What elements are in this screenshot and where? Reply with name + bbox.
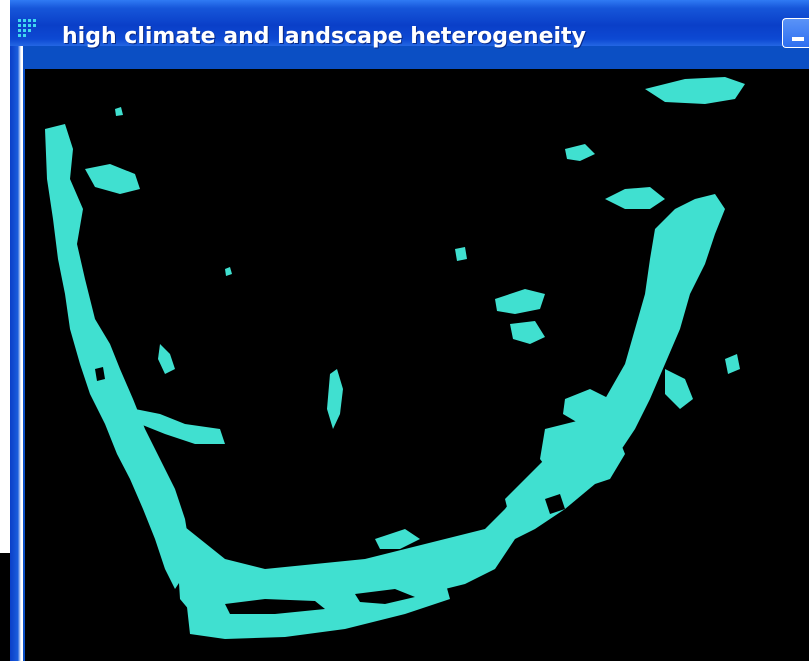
map-window: high climate and landscape heterogeneity — [10, 0, 809, 661]
title-bar[interactable]: high climate and landscape heterogeneity — [10, 0, 809, 49]
background-window-edge — [0, 0, 10, 661]
heterogeneity-map — [25, 69, 809, 661]
minimize-button[interactable] — [782, 18, 809, 48]
window-frame-left — [10, 46, 23, 661]
window-title: high climate and landscape heterogeneity — [62, 24, 586, 49]
background-window-block — [0, 553, 10, 661]
map-canvas[interactable] — [25, 69, 809, 661]
minimize-icon — [792, 37, 804, 41]
app-grid-icon[interactable] — [18, 19, 38, 39]
